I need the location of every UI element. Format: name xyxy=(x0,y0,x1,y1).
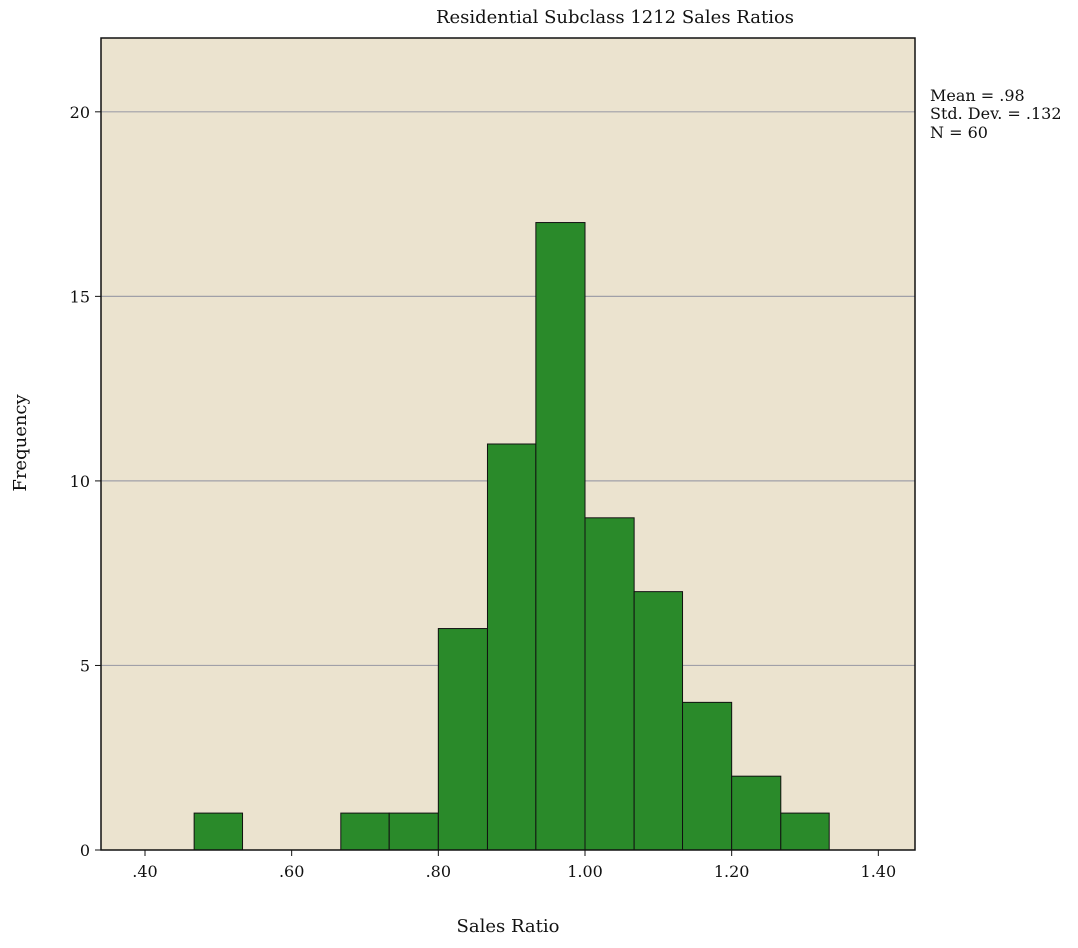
plot-frame xyxy=(100,37,916,851)
histogram-bar-5 xyxy=(437,628,488,851)
y-tick-label-5: 5 xyxy=(80,656,90,675)
histogram-bar-8 xyxy=(584,517,635,851)
y-tick-label-20: 20 xyxy=(70,103,90,122)
y-tick-label-10: 10 xyxy=(70,472,90,491)
histogram-bar-9 xyxy=(633,591,684,851)
histogram-bar-12 xyxy=(780,812,830,851)
y-tick-label-15: 15 xyxy=(70,287,90,306)
chart-title: Residential Subclass 1212 Sales Ratios xyxy=(436,7,794,28)
x-tick-label-1.20: 1.20 xyxy=(714,862,750,881)
histogram-bar-3 xyxy=(340,812,390,851)
stats-mean: Mean = .98 xyxy=(930,86,1025,105)
x-tick-label-1.00: 1.00 xyxy=(567,862,603,881)
histogram-bar-7 xyxy=(535,222,586,851)
histogram-bar-10 xyxy=(682,701,733,851)
stats-box: Mean = .98 Std. Dev. = .132 N = 60 xyxy=(930,86,1062,142)
x-tick-label-1.40: 1.40 xyxy=(861,862,897,881)
y-axis-ticks: 0 5 10 15 20 xyxy=(70,103,101,860)
x-axis-title: Sales Ratio xyxy=(457,916,560,937)
histogram-bar-0 xyxy=(193,812,244,851)
y-tick-label-0: 0 xyxy=(80,841,90,860)
stats-std-dev: Std. Dev. = .132 xyxy=(930,104,1062,123)
x-tick-label-.40: .40 xyxy=(132,862,157,881)
x-tick-label-.80: .80 xyxy=(426,862,451,881)
x-axis-ticks: .40 .60 .80 1.00 1.20 1.40 xyxy=(132,850,896,881)
histogram-bar-11 xyxy=(731,775,782,851)
y-axis-title: Frequency xyxy=(10,393,31,491)
histogram-bar-6 xyxy=(486,443,537,851)
stats-n: N = 60 xyxy=(930,123,988,142)
histogram-bars xyxy=(193,222,830,851)
histogram-bar-4 xyxy=(388,812,439,851)
x-tick-label-.60: .60 xyxy=(279,862,304,881)
